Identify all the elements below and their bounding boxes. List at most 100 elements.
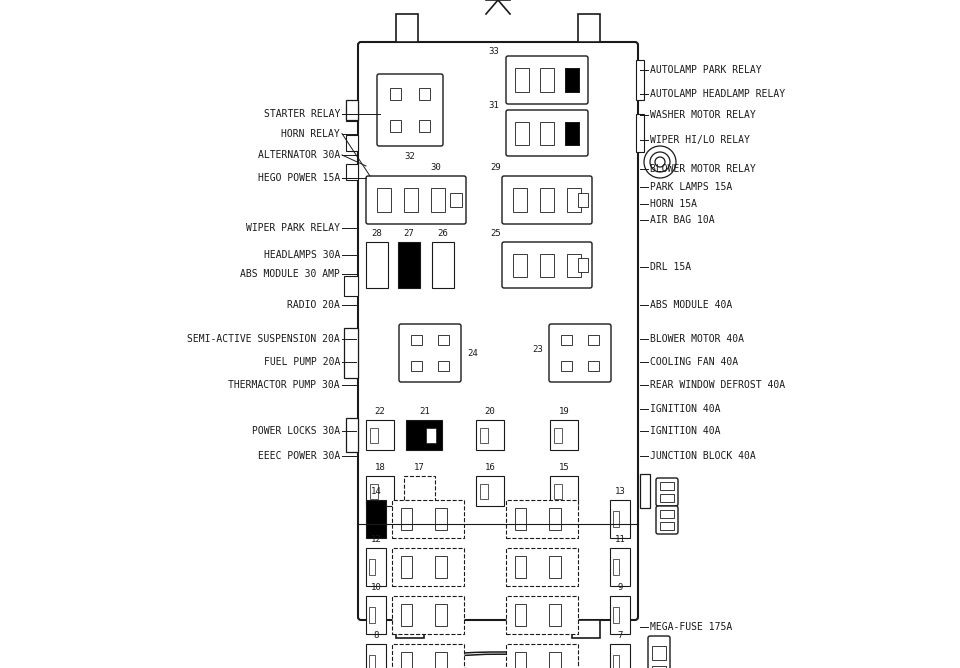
Bar <box>369 607 375 623</box>
Bar <box>567 253 581 277</box>
Bar <box>400 604 412 627</box>
Bar <box>366 420 394 450</box>
Bar <box>506 644 578 668</box>
Bar <box>610 596 630 634</box>
Bar <box>392 644 464 668</box>
Text: 23: 23 <box>532 345 543 353</box>
Bar <box>392 596 464 634</box>
Bar <box>439 361 449 371</box>
Bar <box>564 68 579 92</box>
Text: 10: 10 <box>371 583 381 592</box>
Circle shape <box>650 152 670 172</box>
Bar <box>660 522 674 530</box>
Text: HORN 15A: HORN 15A <box>650 199 697 208</box>
Text: PARK LAMPS 15A: PARK LAMPS 15A <box>650 182 732 192</box>
Bar <box>450 193 462 207</box>
Bar <box>554 484 562 498</box>
Bar <box>610 500 630 538</box>
Text: WIPER PARK RELAY: WIPER PARK RELAY <box>246 224 340 233</box>
Text: 14: 14 <box>371 487 381 496</box>
FancyBboxPatch shape <box>366 176 466 224</box>
Text: BLOWER MOTOR 40A: BLOWER MOTOR 40A <box>650 335 744 344</box>
Text: 20: 20 <box>485 407 495 416</box>
Text: BLOWER MOTOR RELAY: BLOWER MOTOR RELAY <box>650 164 756 174</box>
Text: 17: 17 <box>414 463 424 472</box>
Bar <box>435 604 446 627</box>
FancyBboxPatch shape <box>506 110 588 156</box>
Bar <box>578 193 588 207</box>
Text: 18: 18 <box>374 463 385 472</box>
Bar <box>371 484 378 498</box>
Text: SEMI-ACTIVE SUSPENSION 20A: SEMI-ACTIVE SUSPENSION 20A <box>187 335 340 344</box>
Bar <box>540 253 554 277</box>
Text: HORN RELAY: HORN RELAY <box>281 129 340 138</box>
Bar <box>610 644 630 668</box>
FancyBboxPatch shape <box>399 324 461 382</box>
Bar <box>550 476 578 506</box>
Text: 7: 7 <box>617 631 623 640</box>
Bar <box>419 88 430 100</box>
Bar <box>513 188 527 212</box>
Bar <box>610 548 630 586</box>
Text: 16: 16 <box>485 463 495 472</box>
Bar <box>554 428 562 442</box>
Bar <box>516 122 529 144</box>
Bar <box>346 100 358 120</box>
Text: REAR WINDOW DEFROST 40A: REAR WINDOW DEFROST 40A <box>650 381 785 390</box>
Bar <box>660 494 674 502</box>
Bar <box>392 548 464 586</box>
Bar <box>572 620 600 638</box>
Text: POWER LOCKS 30A: POWER LOCKS 30A <box>252 426 340 436</box>
Text: DRL 15A: DRL 15A <box>650 263 691 272</box>
Text: AUTOLAMP PARK RELAY: AUTOLAMP PARK RELAY <box>650 65 761 75</box>
Text: ABS MODULE 40A: ABS MODULE 40A <box>650 301 732 310</box>
Bar <box>588 335 599 345</box>
Bar <box>431 188 445 212</box>
Text: 15: 15 <box>559 463 569 472</box>
Bar <box>515 508 526 530</box>
Bar <box>396 620 424 638</box>
Bar <box>400 556 412 578</box>
Text: IGNITION 40A: IGNITION 40A <box>650 426 721 436</box>
Bar <box>613 512 619 526</box>
FancyBboxPatch shape <box>648 636 670 668</box>
Bar <box>506 548 578 586</box>
Text: EEEC POWER 30A: EEEC POWER 30A <box>257 451 340 460</box>
Text: 13: 13 <box>614 487 625 496</box>
Bar <box>564 122 579 144</box>
Bar <box>476 420 504 450</box>
Bar <box>480 428 488 442</box>
Text: 25: 25 <box>491 229 501 238</box>
Bar <box>562 335 571 345</box>
Bar <box>346 164 358 180</box>
Bar <box>344 276 358 296</box>
Text: 22: 22 <box>374 407 385 416</box>
Text: 8: 8 <box>373 631 378 640</box>
Bar <box>588 361 599 371</box>
Text: WIPER HI/LO RELAY: WIPER HI/LO RELAY <box>650 136 750 145</box>
Bar <box>366 242 388 288</box>
Text: HEGO POWER 15A: HEGO POWER 15A <box>257 174 340 183</box>
Bar <box>540 68 554 92</box>
Bar <box>390 120 401 132</box>
Text: 9: 9 <box>617 583 623 592</box>
Bar <box>366 644 386 668</box>
FancyBboxPatch shape <box>358 42 638 620</box>
Bar <box>540 122 554 144</box>
Text: 12: 12 <box>371 535 381 544</box>
FancyBboxPatch shape <box>506 56 588 104</box>
Bar <box>411 335 421 345</box>
Bar <box>516 68 529 92</box>
Bar <box>404 188 418 212</box>
Text: WASHER MOTOR RELAY: WASHER MOTOR RELAY <box>650 110 756 120</box>
FancyBboxPatch shape <box>502 176 592 224</box>
Bar <box>366 548 386 586</box>
Bar <box>549 508 561 530</box>
Bar <box>550 420 578 450</box>
Bar <box>640 474 650 508</box>
Bar <box>549 604 561 627</box>
Bar <box>506 596 578 634</box>
Bar <box>435 508 446 530</box>
Bar <box>369 655 375 668</box>
Text: JUNCTION BLOCK 40A: JUNCTION BLOCK 40A <box>650 451 756 460</box>
